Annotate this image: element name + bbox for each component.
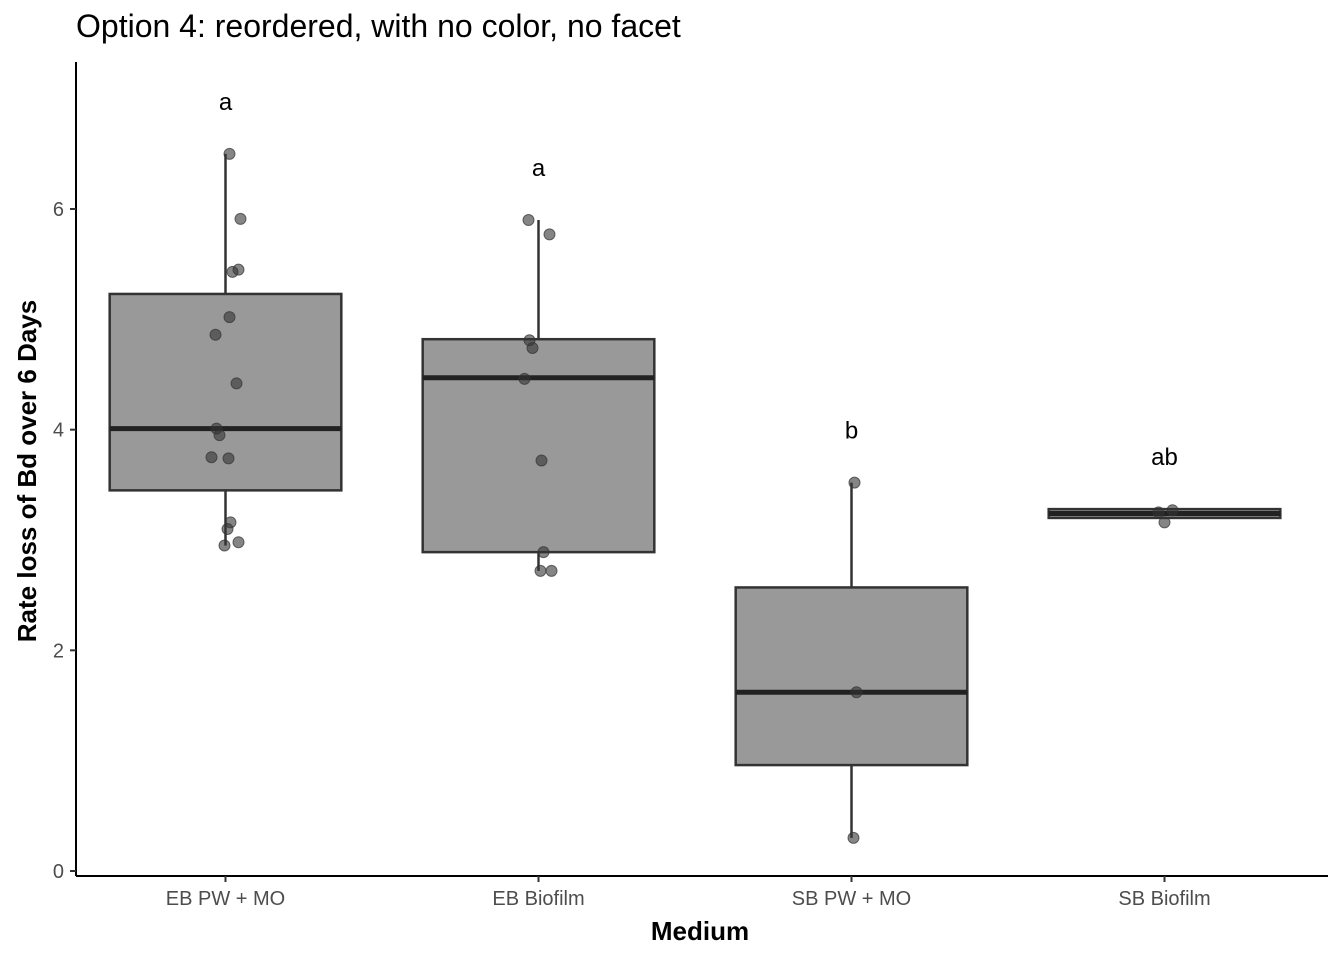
data-point xyxy=(522,214,535,227)
x-axis-title: Medium xyxy=(651,916,749,946)
box xyxy=(734,586,969,767)
data-point xyxy=(1166,504,1179,517)
data-point xyxy=(213,429,226,442)
y-axis: 0 2 4 6 xyxy=(53,62,77,883)
data-point xyxy=(205,451,218,464)
significance-letter: a xyxy=(219,89,233,116)
data-point xyxy=(850,686,863,699)
x-tick-label: EB PW + MO xyxy=(166,888,285,910)
x-tick-label: EB Biofilm xyxy=(492,888,584,910)
data-point xyxy=(526,342,539,355)
y-tick-label: 0 xyxy=(53,861,64,883)
data-point xyxy=(226,265,239,278)
box-series xyxy=(108,147,1282,844)
data-point xyxy=(222,452,235,465)
data-point xyxy=(534,564,547,577)
x-axis: EB PW + MO EB Biofilm SB PW + MO SB Biofilm xyxy=(76,875,1328,910)
significance-letter: a xyxy=(532,155,546,182)
y-axis-title: Rate loss of Bd over 6 Days xyxy=(12,300,42,642)
data-point xyxy=(535,454,548,467)
box-group xyxy=(108,147,343,552)
y-tick-label: 6 xyxy=(53,199,64,221)
data-point xyxy=(230,377,243,390)
data-point xyxy=(1152,506,1165,519)
y-tick-label: 4 xyxy=(53,420,64,442)
box-group xyxy=(1047,504,1282,529)
x-tick-label: SB Biofilm xyxy=(1118,888,1210,910)
significance-letter: ab xyxy=(1151,444,1178,471)
data-point xyxy=(218,539,231,552)
data-point xyxy=(545,564,558,577)
data-point xyxy=(223,147,236,160)
data-point xyxy=(232,536,245,549)
box xyxy=(421,337,656,554)
data-point xyxy=(543,228,556,241)
significance-letter: b xyxy=(845,418,858,445)
x-tick-label: SB PW + MO xyxy=(792,888,911,910)
data-point xyxy=(1158,516,1171,529)
chart-title: Option 4: reordered, with no color, no f… xyxy=(76,8,681,44)
data-point xyxy=(518,372,531,385)
data-point xyxy=(209,328,222,341)
data-point xyxy=(848,476,861,489)
data-point xyxy=(537,546,550,559)
data-point xyxy=(234,212,247,225)
data-point xyxy=(221,522,234,535)
box-group xyxy=(734,476,969,844)
data-point xyxy=(223,311,236,324)
data-point xyxy=(847,831,860,844)
y-tick-label: 2 xyxy=(53,640,64,662)
box-group xyxy=(421,214,656,577)
